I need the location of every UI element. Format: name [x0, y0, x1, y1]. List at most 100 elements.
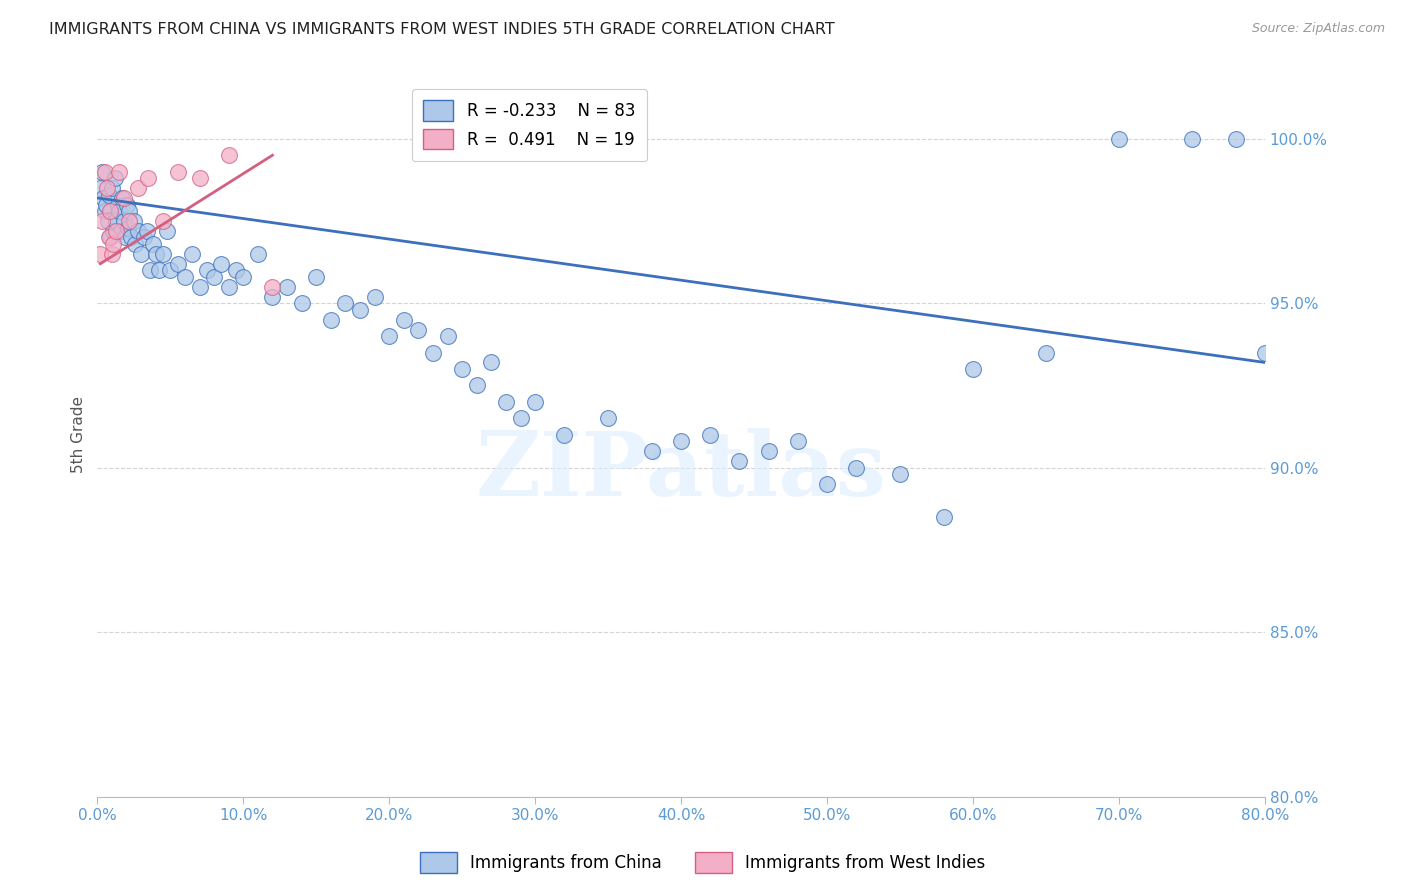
Text: Source: ZipAtlas.com: Source: ZipAtlas.com: [1251, 22, 1385, 36]
Point: [225, 263, 247, 277]
Point: [112, 214, 135, 228]
Point: [114, 230, 136, 244]
Text: IMMIGRANTS FROM CHINA VS IMMIGRANTS FROM WEST INDIES 5TH GRADE CORRELATION CHART: IMMIGRANTS FROM CHINA VS IMMIGRANTS FROM…: [49, 22, 835, 37]
Point: [181, 247, 204, 261]
Point: [118, 204, 141, 219]
Point: [118, 214, 141, 228]
Point: [1254, 345, 1277, 359]
Point: [127, 224, 149, 238]
Point: [105, 224, 128, 238]
Point: [815, 477, 838, 491]
Point: [335, 296, 357, 310]
Point: [110, 224, 132, 238]
Point: [451, 362, 474, 376]
Point: [1108, 132, 1130, 146]
Point: [103, 224, 125, 238]
Point: [465, 378, 488, 392]
Point: [699, 427, 721, 442]
Point: [188, 171, 211, 186]
Point: [152, 214, 174, 228]
Point: [786, 434, 808, 449]
Point: [90, 164, 112, 178]
Point: [136, 224, 159, 238]
Point: [93, 204, 115, 219]
Point: [97, 214, 120, 228]
Point: [1035, 345, 1057, 359]
Point: [104, 171, 127, 186]
Point: [107, 197, 129, 211]
Point: [120, 230, 142, 244]
Point: [291, 296, 314, 310]
Point: [112, 191, 135, 205]
Point: [209, 257, 232, 271]
Point: [152, 247, 174, 261]
Point: [174, 269, 197, 284]
Point: [101, 181, 124, 195]
Point: [319, 312, 342, 326]
Point: [122, 214, 145, 228]
Point: [138, 171, 160, 186]
Point: [392, 312, 415, 326]
Point: [436, 329, 458, 343]
Point: [195, 263, 218, 277]
Point: [232, 269, 254, 284]
Point: [246, 247, 269, 261]
Point: [363, 290, 385, 304]
Point: [100, 230, 122, 244]
Point: [93, 164, 115, 178]
Point: [262, 290, 284, 304]
Point: [89, 247, 111, 261]
Point: [932, 510, 955, 524]
Point: [115, 197, 138, 211]
Point: [142, 237, 165, 252]
Y-axis label: 5th Grade: 5th Grade: [72, 396, 86, 474]
Point: [524, 395, 547, 409]
Point: [509, 411, 531, 425]
Point: [108, 204, 131, 219]
Point: [98, 230, 121, 244]
Point: [101, 247, 124, 261]
Point: [166, 164, 188, 178]
Point: [132, 230, 155, 244]
Point: [98, 187, 121, 202]
Point: [94, 197, 117, 211]
Point: [641, 444, 664, 458]
Point: [553, 427, 575, 442]
Point: [262, 280, 284, 294]
Point: [276, 280, 298, 294]
Point: [728, 454, 751, 468]
Point: [305, 269, 328, 284]
Point: [129, 247, 152, 261]
Point: [218, 148, 240, 162]
Point: [845, 460, 868, 475]
Point: [156, 224, 179, 238]
Point: [202, 269, 225, 284]
Point: [91, 191, 114, 205]
Point: [166, 257, 188, 271]
Point: [108, 164, 131, 178]
Point: [218, 280, 240, 294]
Point: [495, 395, 517, 409]
Point: [188, 280, 211, 294]
Point: [889, 467, 911, 482]
Point: [1225, 132, 1247, 146]
Point: [378, 329, 401, 343]
Point: [1181, 132, 1204, 146]
Point: [117, 220, 139, 235]
Point: [422, 345, 444, 359]
Point: [598, 411, 620, 425]
Point: [91, 214, 114, 228]
Point: [139, 263, 162, 277]
Point: [148, 263, 170, 277]
Point: [100, 204, 122, 219]
Point: [159, 263, 181, 277]
Point: [408, 322, 430, 336]
Point: [145, 247, 167, 261]
Point: [103, 237, 125, 252]
Point: [962, 362, 984, 376]
Point: [89, 181, 111, 195]
Point: [349, 302, 371, 317]
Point: [669, 434, 692, 449]
Text: ZIPatlas: ZIPatlas: [475, 427, 887, 515]
Legend: Immigrants from China, Immigrants from West Indies: Immigrants from China, Immigrants from W…: [413, 846, 993, 880]
